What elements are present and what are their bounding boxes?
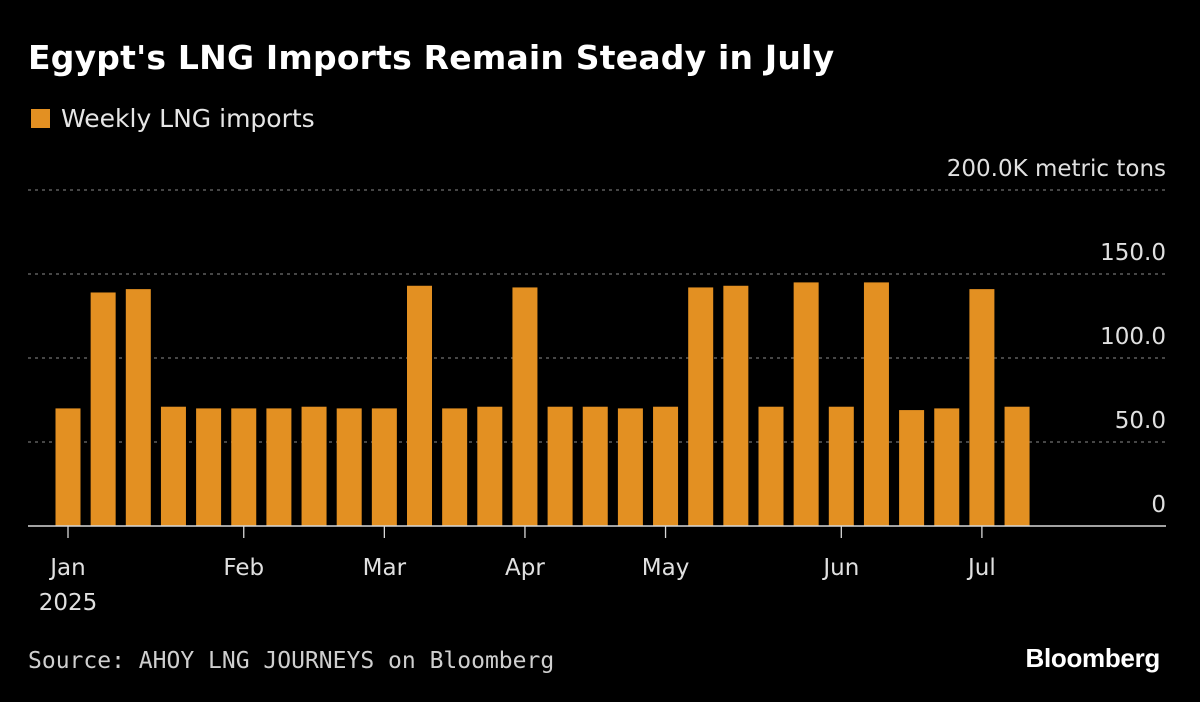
x-tick-label: Jul: [966, 555, 996, 581]
y-tick-label: 100.0: [1100, 324, 1166, 350]
bar: [758, 406, 784, 526]
bloomberg-logo: Bloomberg: [1025, 643, 1160, 673]
x-tick-label: Jun: [821, 555, 859, 581]
bar: [90, 292, 116, 526]
bar: [617, 408, 643, 526]
bar: [828, 406, 854, 526]
x-tick-label: May: [642, 555, 690, 581]
bar: [547, 406, 573, 526]
bar: [477, 406, 503, 526]
x-tick-label: Mar: [363, 555, 407, 581]
chart-title: Egypt's LNG Imports Remain Steady in Jul…: [28, 38, 835, 77]
bar: [863, 282, 889, 526]
axes: 0 50.0 100.0 150.0 200.0K metric tons Jan 2025…: [28, 156, 1166, 616]
bar: [899, 410, 925, 526]
bar: [160, 406, 186, 526]
bar: [582, 406, 608, 526]
bar: [653, 406, 679, 526]
bar: [969, 289, 995, 526]
bar: [1004, 406, 1030, 526]
bar: [934, 408, 960, 526]
bar: [125, 289, 151, 526]
bar: [512, 287, 538, 526]
legend-swatch: [31, 109, 50, 128]
gridlines: [28, 189, 1166, 443]
bars: [55, 282, 1030, 526]
bar: [442, 408, 468, 526]
bar: [407, 285, 432, 526]
y-tick-label: 200.0K metric tons: [947, 156, 1166, 182]
bar: [301, 406, 327, 526]
y-tick-label: 0: [1151, 492, 1166, 518]
bar: [688, 287, 714, 526]
x-tick-sublabel: 2025: [39, 590, 98, 616]
x-tick-label: Apr: [505, 555, 545, 581]
bar: [371, 408, 397, 526]
bar: [793, 282, 819, 526]
bar: [55, 408, 81, 526]
bar: [196, 408, 222, 526]
bar: [231, 408, 257, 526]
source-note: Source: AHOY LNG JOURNEYS on Bloomberg: [28, 648, 555, 674]
y-tick-label: 50.0: [1115, 408, 1166, 434]
y-tick-label: 150.0: [1100, 240, 1166, 266]
legend-label: Weekly LNG imports: [61, 104, 315, 133]
x-tick-label: Feb: [223, 555, 264, 581]
bar: [723, 285, 749, 526]
legend: Weekly LNG imports: [31, 104, 315, 133]
x-tick-label: Jan: [48, 555, 85, 581]
bar: [336, 408, 362, 526]
bar: [266, 408, 292, 526]
